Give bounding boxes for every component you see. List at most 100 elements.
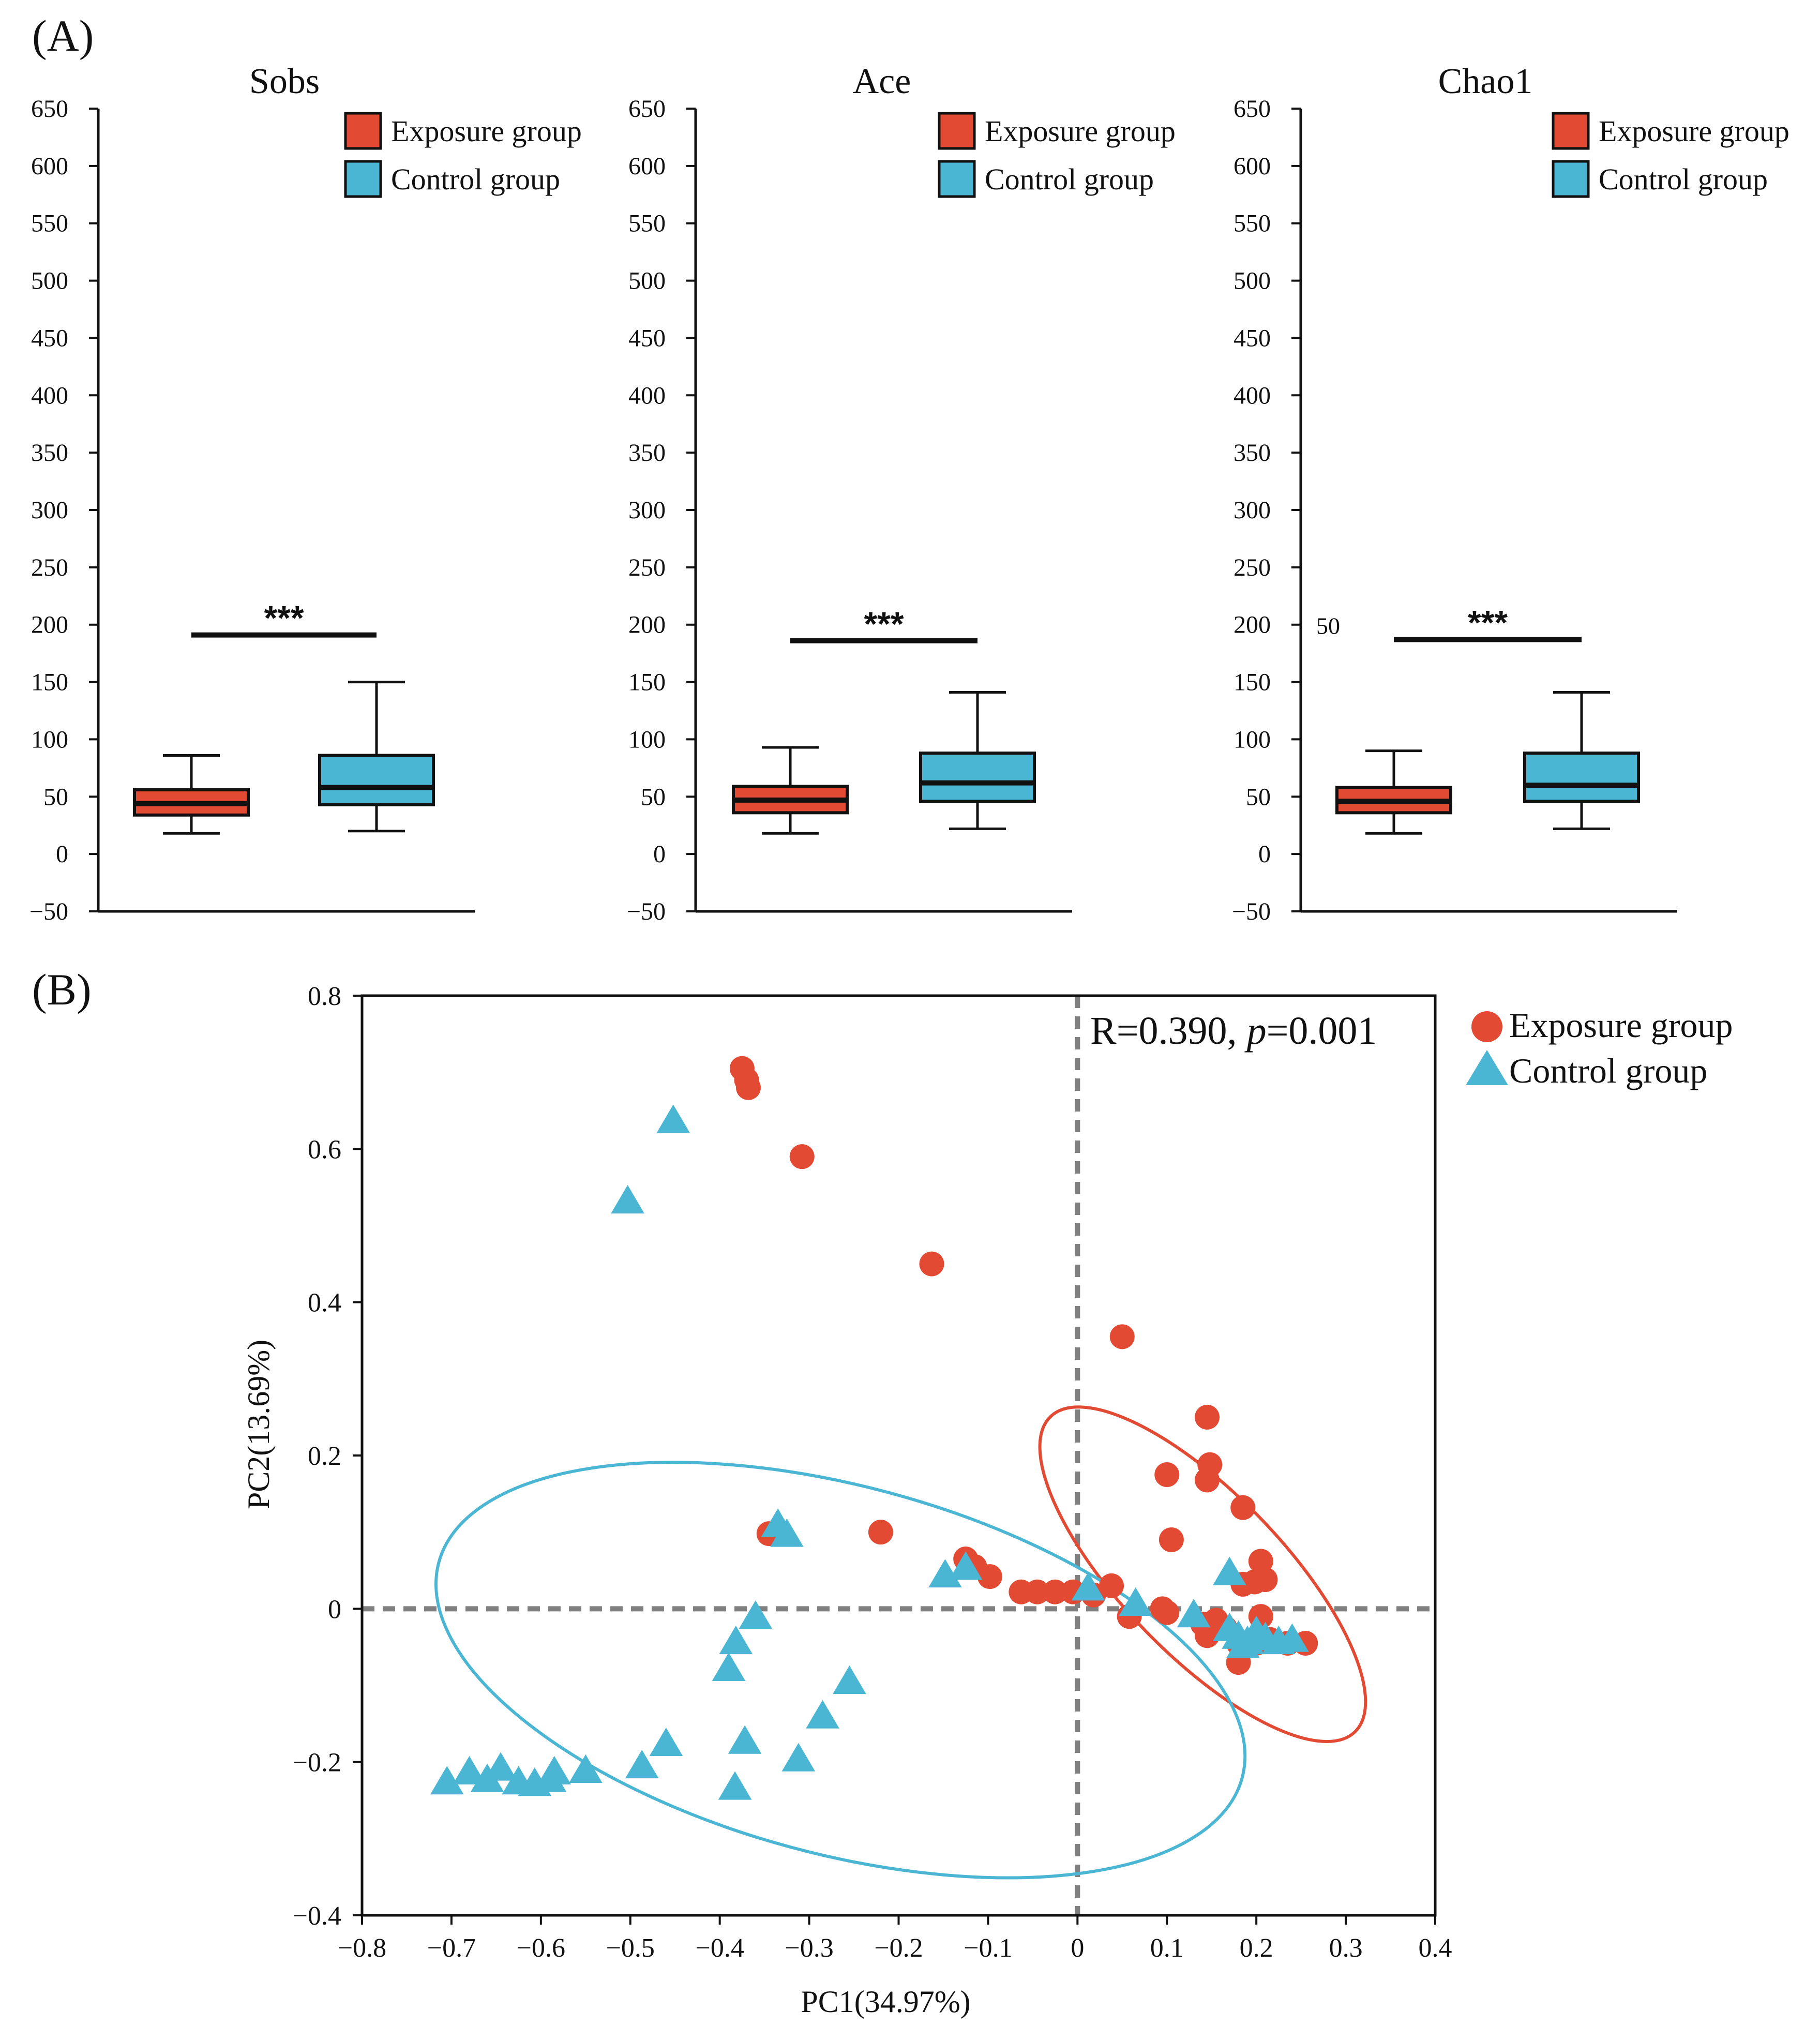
legend-label-exposure: Exposure group: [1509, 1006, 1733, 1045]
legend-label-control: Control group: [391, 162, 560, 196]
y-tick-label: 500: [628, 267, 666, 295]
data-point-control: [625, 1750, 659, 1779]
data-point-control: [611, 1185, 644, 1214]
y-tick-label: 50: [1246, 783, 1271, 811]
y-tick-label: 50: [641, 783, 666, 811]
legend-label-exposure: Exposure group: [1599, 114, 1789, 148]
y-tick-label: −50: [29, 898, 68, 925]
data-point-exposure: [977, 1564, 1002, 1589]
box-control: [1523, 752, 1640, 803]
y-tick-label: 0.6: [308, 1135, 341, 1164]
legend-marker-control: [1466, 1050, 1508, 1085]
legend-label-control: Control group: [1509, 1051, 1707, 1090]
y-tick-label: 300: [31, 497, 68, 524]
data-point-exposure: [1195, 1623, 1220, 1648]
box-control: [919, 752, 1036, 803]
data-point-control: [770, 1518, 804, 1547]
y-tick-label: −50: [627, 898, 666, 925]
x-tick-label: 0.3: [1329, 1933, 1363, 1963]
data-point-control: [1119, 1587, 1153, 1616]
y-tick-label: 0: [653, 841, 666, 868]
panel-label-b: (B): [32, 965, 92, 1014]
significance-label: ***: [864, 605, 904, 643]
legend-swatch-control: [344, 160, 382, 198]
y-tick-label: 150: [31, 669, 68, 696]
y-tick-label: −0.2: [293, 1748, 341, 1778]
legend-swatch-control: [1552, 160, 1590, 198]
y-tick-label: 650: [1234, 95, 1271, 123]
data-point-control: [484, 1752, 518, 1781]
y-tick-label: 250: [1234, 554, 1271, 581]
x-tick-label: 0.4: [1419, 1933, 1452, 1963]
y-tick-label: 250: [628, 554, 666, 581]
significance-label: ***: [264, 599, 304, 637]
y-tick-label: 300: [628, 497, 666, 524]
x-tick-label: 0.2: [1240, 1933, 1273, 1963]
data-point-control: [712, 1652, 746, 1681]
y-tick-label: 200: [628, 611, 666, 639]
y-tick-label: 100: [31, 726, 68, 753]
y-tick-label: 0.8: [308, 982, 341, 1011]
data-point-exposure: [789, 1144, 815, 1169]
y-tick-label: 400: [1234, 382, 1271, 409]
data-point-control: [833, 1665, 866, 1694]
data-point-control: [806, 1700, 839, 1729]
legend-swatch-exposure: [344, 112, 382, 150]
y-tick-label: 100: [628, 726, 666, 753]
stats-annotation: R=0.390, p=0.001: [1090, 1009, 1377, 1053]
y-tick-label: 0.4: [308, 1288, 341, 1318]
y-tick-label: 550: [1234, 210, 1271, 237]
data-point-control: [430, 1766, 464, 1795]
panel-label-a: (A): [32, 11, 94, 61]
data-point-control: [568, 1754, 603, 1783]
data-point-control: [453, 1755, 486, 1784]
y-tick-label: 550: [628, 210, 666, 237]
legend-label-control: Control group: [1599, 162, 1768, 196]
x-tick-label: −0.2: [874, 1933, 923, 1963]
data-point-exposure: [1043, 1579, 1068, 1604]
data-point-exposure: [1109, 1324, 1135, 1349]
x-tick-label: −0.7: [427, 1933, 476, 1963]
x-tick-label: −0.8: [338, 1933, 386, 1963]
y-tick-label: 150: [1234, 669, 1271, 696]
y-tick-label: −0.4: [293, 1901, 341, 1931]
legend-marker-exposure: [1471, 1011, 1502, 1042]
y-tick-label: 450: [1234, 324, 1271, 352]
data-point-control: [537, 1755, 571, 1784]
chao1-boxplot: Chao1 6506005505004504003503002502001501…: [1232, 62, 1789, 925]
legend-label-exposure: Exposure group: [985, 114, 1176, 148]
y-tick-label: 300: [1234, 497, 1271, 524]
pcoa-scatter: −0.8 −0.7 −0.6 −0.5 −0.4 −0.3 −0.2 −0.1 0 0.1 0.2 0…: [242, 982, 1733, 2019]
y-tick-label: 200: [1234, 611, 1271, 639]
y-tick-label: 50: [43, 783, 68, 811]
data-point-control: [1275, 1623, 1309, 1652]
data-point-control: [928, 1559, 962, 1588]
data-point-exposure: [868, 1520, 893, 1545]
legend-swatch-exposure: [938, 112, 976, 150]
data-point-control: [718, 1771, 752, 1800]
chart-title: Chao1: [1438, 62, 1533, 101]
y-tick-label: 400: [31, 382, 68, 409]
y-tick-label: 450: [628, 324, 666, 352]
data-point-control: [728, 1725, 762, 1754]
data-point-control: [1226, 1629, 1260, 1658]
chart-title: Ace: [853, 62, 911, 101]
data-point-control: [1212, 1556, 1246, 1585]
y-tick-label: 150: [628, 669, 666, 696]
legend-swatch-exposure: [1552, 112, 1590, 150]
y-tick-label: 350: [31, 439, 68, 467]
y-tick-label: 600: [1234, 153, 1271, 180]
data-point-exposure: [1025, 1579, 1050, 1604]
y-tick-label: 500: [31, 267, 68, 295]
data-point-control: [1177, 1599, 1211, 1628]
box-control: [318, 754, 435, 806]
data-point-exposure: [1230, 1495, 1256, 1520]
data-point-control: [781, 1743, 816, 1772]
x-axis-label: PC1(34.97%): [801, 1985, 970, 2019]
annotation-p: p: [1244, 1009, 1267, 1053]
data-point-exposure: [1154, 1462, 1180, 1488]
y-tick-label: 450: [31, 324, 68, 352]
data-point-exposure: [919, 1251, 944, 1277]
y-tick-label: −50: [1232, 898, 1271, 925]
